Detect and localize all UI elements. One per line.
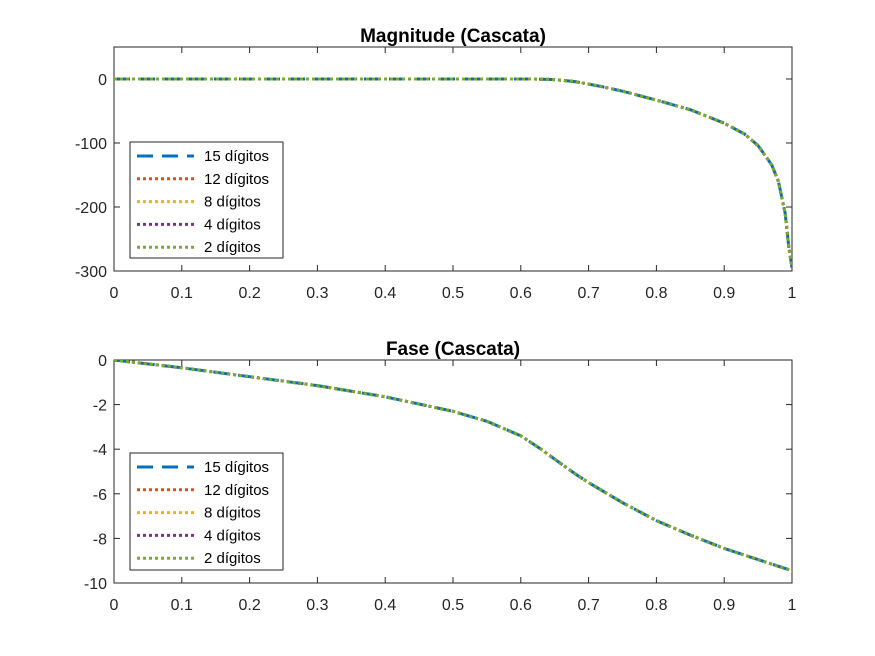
y-tick-label: -10 bbox=[84, 576, 107, 593]
x-tick-label: 0.2 bbox=[238, 597, 260, 614]
x-tick-label: 0.7 bbox=[577, 597, 599, 614]
chart-title: Magnitude (Cascata) bbox=[360, 26, 546, 47]
x-tick-label: 0 bbox=[110, 597, 119, 614]
y-tick-label: -8 bbox=[93, 531, 107, 548]
x-tick-label: 0.9 bbox=[713, 597, 735, 614]
y-tick-label: 0 bbox=[98, 353, 107, 370]
legend-label-4: 4 dígitos bbox=[204, 527, 261, 544]
y-tick-label: 0 bbox=[98, 72, 107, 89]
y-tick-label: -2 bbox=[93, 398, 107, 415]
x-tick-label: 0.2 bbox=[238, 285, 260, 302]
series-line-5 bbox=[114, 360, 792, 573]
x-tick-label: 0.7 bbox=[577, 285, 599, 302]
x-tick-label: 0.3 bbox=[306, 597, 328, 614]
x-tick-label: 0.3 bbox=[306, 285, 328, 302]
series-line-5 bbox=[114, 77, 792, 269]
legend-label-3: 8 dígitos bbox=[204, 505, 261, 522]
x-tick-label: 0.9 bbox=[713, 285, 735, 302]
y-tick-label: -300 bbox=[75, 264, 107, 281]
chart-2: Fase (Cascata) 0 0.1 0.2 0.3 0.4 0.5 0.6 0.7 0.8 0… bbox=[84, 339, 797, 614]
x-tick-label: 0.5 bbox=[442, 285, 464, 302]
legend-label-1: 15 dígitos bbox=[204, 459, 269, 476]
x-tick-label: 0.4 bbox=[374, 285, 396, 302]
x-tick-label: 1 bbox=[788, 597, 797, 614]
y-tick-label: -100 bbox=[75, 136, 107, 153]
x-tick-label: 0.8 bbox=[645, 597, 667, 614]
y-tick-label: -6 bbox=[93, 487, 107, 504]
legend-label-3: 8 dígitos bbox=[204, 194, 261, 211]
legend-label-5: 2 dígitos bbox=[204, 550, 261, 567]
x-tick-label: 0.5 bbox=[442, 597, 464, 614]
x-tick-label: 0.6 bbox=[510, 597, 532, 614]
y-tick-label: -200 bbox=[75, 200, 107, 217]
legend-box bbox=[129, 141, 284, 259]
legend-label-2: 12 dígitos bbox=[204, 171, 269, 188]
x-tick-label: 0.1 bbox=[171, 285, 193, 302]
chart-title: Fase (Cascata) bbox=[386, 339, 520, 360]
x-tick-label: 0.8 bbox=[645, 285, 667, 302]
legend-label-5: 2 dígitos bbox=[204, 239, 261, 256]
x-tick-label: 0 bbox=[110, 285, 119, 302]
legend-label-4: 4 dígitos bbox=[204, 216, 261, 233]
legend-label-1: 15 dígitos bbox=[204, 148, 269, 165]
x-tick-label: 0.6 bbox=[510, 285, 532, 302]
x-tick-label: 1 bbox=[788, 285, 797, 302]
x-tick-label: 0.1 bbox=[171, 597, 193, 614]
legend-label-2: 12 dígitos bbox=[204, 482, 269, 499]
chart-1: Magnitude (Cascata) 0 0.1 0.2 0.3 0.4 0.5 0.6 0.… bbox=[75, 26, 797, 302]
y-tick-label: -4 bbox=[93, 442, 107, 459]
x-tick-label: 0.4 bbox=[374, 597, 396, 614]
